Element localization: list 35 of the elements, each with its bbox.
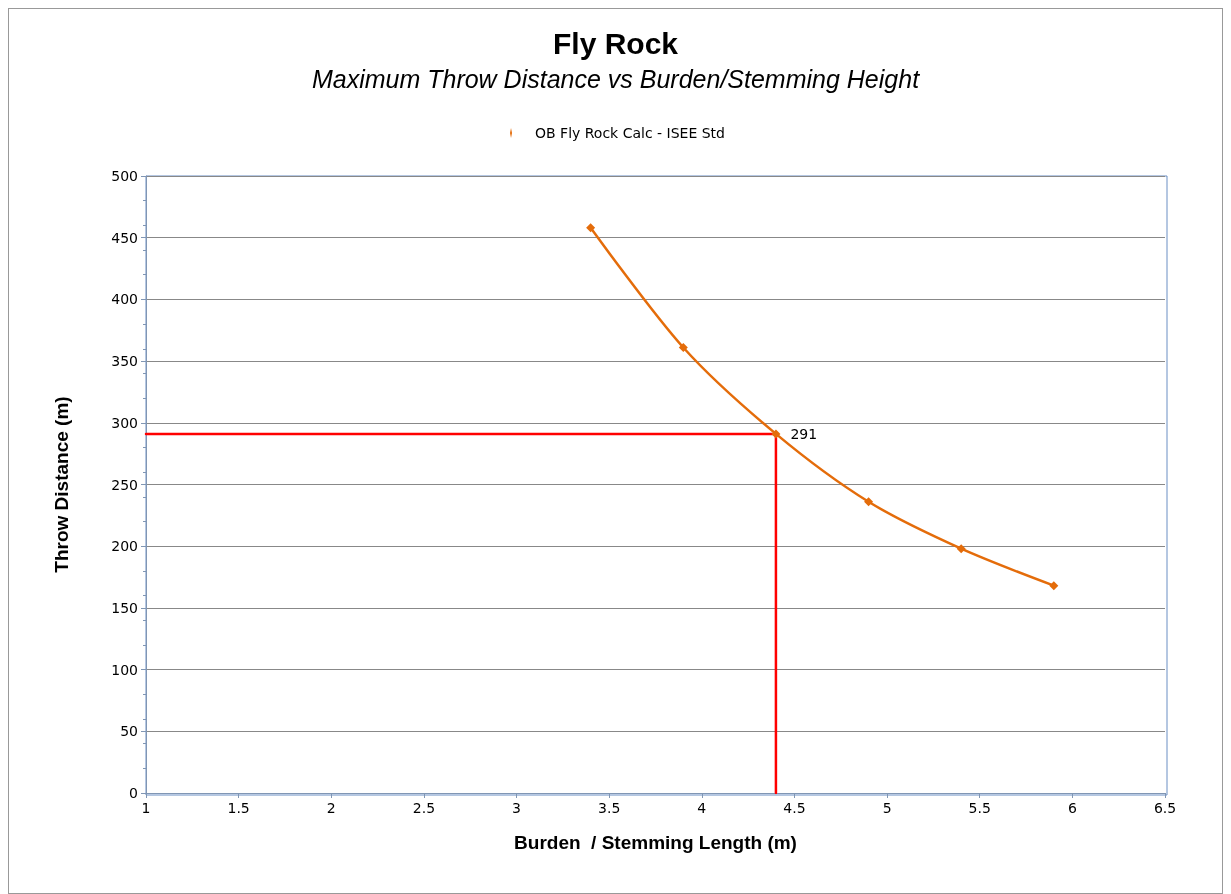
x-tick-label: 5.5	[968, 800, 991, 816]
y-tick-label: 250	[111, 476, 138, 493]
y-tick-label: 300	[111, 414, 138, 431]
point	[771, 429, 781, 439]
chart-subtitle: Maximum Throw Distance vs Burden/Stemming Height	[311, 64, 921, 93]
x-axis-title: Burden / Stemming Length (m)	[514, 832, 797, 853]
x-tick-label: 2.5	[412, 800, 436, 816]
y-tick-label: 50	[120, 723, 138, 740]
x-tick-label: 6	[1067, 800, 1077, 816]
x-tick-label: 6.5	[1153, 800, 1177, 816]
y-tick-label: 0	[129, 785, 138, 801]
y-tick-label: 450	[111, 229, 138, 246]
x-tick-label: 3.5	[598, 800, 621, 816]
y-tick-label: 350	[111, 353, 138, 370]
x-tick-label: 1	[141, 800, 151, 816]
y-tick-label: 150	[111, 599, 138, 616]
x-tick-label: 4.5	[783, 800, 806, 816]
x-tick-label: 5	[882, 800, 892, 816]
chart-title: Fly Rock	[552, 26, 679, 60]
point	[956, 544, 966, 554]
point	[864, 497, 874, 507]
point	[1049, 581, 1059, 591]
point	[678, 343, 688, 353]
y-tick-label: 500	[111, 168, 138, 184]
x-tick-label: 4	[697, 800, 707, 816]
x-tick-label: 1.5	[227, 800, 250, 816]
y-tick-label: 200	[111, 538, 138, 555]
legend-label: OB Fly Rock Calc - ISEE Std	[535, 125, 725, 141]
y-tick-label: 400	[111, 291, 138, 308]
y-axis-title: Throw Distance (m)	[51, 396, 72, 573]
x-tick-label: 3	[512, 800, 522, 816]
x-tick-label: 2	[326, 800, 336, 816]
data-label: 291	[790, 425, 818, 442]
y-tick-label: 100	[111, 661, 138, 678]
point	[586, 223, 596, 233]
